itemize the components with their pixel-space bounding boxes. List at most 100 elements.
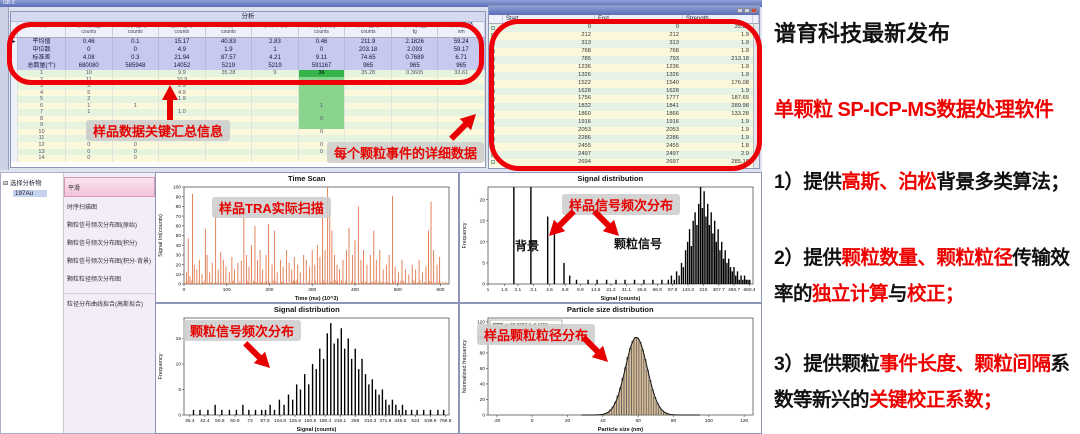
event-row[interactable]: 1832 1841 289.98: [489, 103, 759, 112]
summary-row[interactable]: ▸ 平均值 0.46 0.1 15.17 40.83 2.83 0.46 211.9 2.1826…: [11, 38, 485, 46]
cell: 0.46: [66, 38, 113, 46]
left-tab-strip[interactable]: [0, 7, 9, 170]
promo-subtitle: 单颗粒 SP-ICP-MS数据处理软件: [774, 99, 1054, 121]
svg-text:Signal (counts): Signal (counts): [297, 427, 337, 433]
column-header[interactable]: 离子信号 counts: [113, 22, 160, 37]
detail-row[interactable]: 2 11 10.9: [11, 76, 485, 84]
cell: 5219: [252, 62, 299, 70]
row-expand-icon[interactable]: [489, 48, 503, 56]
row-expand-icon[interactable]: [489, 56, 503, 64]
column-header[interactable]: End: [595, 15, 683, 23]
summary-row[interactable]: 标准差 4.08 0.3 21.94 87.57 4.21 9.11 74.65 0.7689 6…: [11, 54, 485, 62]
event-row[interactable]: 0 0 35.28: [489, 24, 759, 32]
summary-row[interactable]: 总数量(个) 680080 585948 14052 5219 5219 591167 965…: [11, 62, 485, 70]
menu-item[interactable]: 粒径分布曲线拟合(高斯拟合): [64, 293, 155, 312]
summary-row[interactable]: 中位数 0 0 4.9 1.9 1 0 203.18 2.093 59.17: [11, 46, 485, 54]
maximize-icon[interactable]: [744, 8, 750, 13]
row-expand-icon[interactable]: [489, 72, 503, 80]
row-expand-icon[interactable]: [489, 103, 503, 111]
row-expand-icon[interactable]: [489, 135, 503, 143]
detail-row[interactable]: 5 2 1.9: [11, 96, 485, 103]
row-expand-icon[interactable]: [489, 127, 503, 135]
event-row[interactable]: 2286 2286 1.9: [489, 135, 759, 144]
cell: 2697: [666, 158, 679, 165]
event-row[interactable]: 1860 1866 133.28: [489, 111, 759, 120]
cell: 1.0: [159, 109, 206, 116]
row-expand-icon[interactable]: [489, 80, 503, 88]
cell: [299, 135, 346, 143]
detail-row[interactable]: 14 0 0: [11, 155, 485, 162]
event-row[interactable]: 1522 1540 176.08: [489, 79, 759, 88]
row-expand-icon[interactable]: [489, 88, 503, 96]
event-row[interactable]: 1326 1326 1.9: [489, 71, 759, 80]
column-header[interactable]: 颗粒质量 fg: [392, 22, 439, 37]
column-header[interactable]: 溶解信号 counts: [159, 22, 206, 37]
row-expand-icon[interactable]: [489, 40, 503, 48]
detail-row[interactable]: 7 1 1.0: [11, 109, 485, 116]
detail-row[interactable]: 3 3 2.9: [11, 83, 485, 90]
event-row[interactable]: 313 313 1.9: [489, 39, 759, 48]
row-expand-icon[interactable]: [489, 32, 503, 40]
detail-row[interactable]: 1 10 9.9 35.28 9 36 35.28 0.3605 33.61: [11, 70, 485, 77]
menu-item[interactable]: 颗粒粒径频次分布图: [67, 276, 122, 283]
row-expand-icon[interactable]: [489, 24, 503, 32]
event-row[interactable]: 1756 1777 187.65: [489, 95, 759, 104]
minimize-icon[interactable]: [737, 8, 743, 13]
column-header[interactable]: 积分 counts: [206, 22, 253, 37]
event-window-titlebar[interactable]: [489, 6, 759, 15]
svg-text:3.1: 3.1: [530, 287, 537, 293]
event-row[interactable]: 2497 2497 2.9: [489, 151, 759, 159]
row-expand-icon[interactable]: [489, 64, 503, 72]
menu-item[interactable]: 平滑: [64, 177, 155, 197]
close-icon[interactable]: [751, 8, 757, 13]
column-header[interactable]: 原始数值 counts: [66, 22, 113, 37]
event-row[interactable]: 2694 2697 285.18: [489, 158, 759, 167]
row-expand-icon[interactable]: [489, 151, 503, 159]
event-row[interactable]: 2455 2455 1.8: [489, 143, 759, 151]
cell: [298, 89, 346, 97]
column-header[interactable]: Strength: [683, 15, 753, 23]
event-row[interactable]: 768 768 1.9: [489, 47, 759, 56]
column-header[interactable]: 名称: [18, 22, 66, 37]
column-header[interactable]: 积分(背景) counts: [299, 22, 346, 37]
svg-text:307.7: 307.7: [712, 287, 724, 293]
row-expand-icon[interactable]: [489, 119, 503, 127]
row-expand-icon[interactable]: [489, 95, 503, 103]
svg-text:40: 40: [600, 418, 606, 424]
svg-text:80: 80: [479, 351, 485, 357]
event-row[interactable]: 212 212 1.9: [489, 31, 759, 40]
cell: 585948: [113, 62, 160, 70]
svg-text:100: 100: [476, 335, 484, 341]
menu-item[interactable]: 颗粒信号频次分布图(积分): [67, 240, 137, 247]
cell: 2.83: [252, 38, 299, 46]
menu-item[interactable]: 颗粒信号频次分布图(积分-背景): [67, 258, 151, 265]
event-row[interactable]: 1236 1236 1.9: [489, 63, 759, 72]
tree-item-197au[interactable]: 197Au: [13, 190, 47, 197]
cell: 1866: [666, 111, 679, 118]
row-expand-icon[interactable]: [489, 111, 503, 119]
cell: [298, 83, 346, 90]
row-expand-icon[interactable]: [489, 143, 503, 151]
svg-text:310.3: 310.3: [364, 418, 376, 424]
cell: 965: [392, 62, 439, 70]
column-header[interactable]: Start: [503, 15, 595, 23]
column-header[interactable]: 颗粒信号 counts: [345, 22, 392, 37]
menu-item[interactable]: 时序扫描图: [67, 204, 98, 211]
event-table-scrollbar[interactable]: [753, 24, 759, 168]
cell: [345, 83, 392, 90]
cell: 1236: [578, 63, 591, 70]
column-header[interactable]: 颗粒直径 nm: [438, 22, 485, 37]
promo-text-segment: 事件长度、颗粒间隔: [879, 353, 1051, 375]
event-row[interactable]: 1628 1628 1.9: [489, 87, 759, 96]
event-row[interactable]: 1916 1916 1.9: [489, 119, 759, 128]
window-titlebar[interactable]: GB-2: [0, 0, 762, 7]
event-row[interactable]: 785 793 213.18: [489, 55, 759, 64]
tree-root-item[interactable]: ⊟ 选择分析物: [3, 180, 42, 187]
menu-item[interactable]: 颗粒信号频次分布图(原始): [67, 222, 137, 229]
column-header[interactable]: 事件长度: [252, 22, 299, 37]
row-expand-icon[interactable]: [489, 159, 503, 167]
event-row[interactable]: 2053 2053 1.9: [489, 127, 759, 136]
detail-row[interactable]: 4 5 4.9: [11, 89, 485, 97]
